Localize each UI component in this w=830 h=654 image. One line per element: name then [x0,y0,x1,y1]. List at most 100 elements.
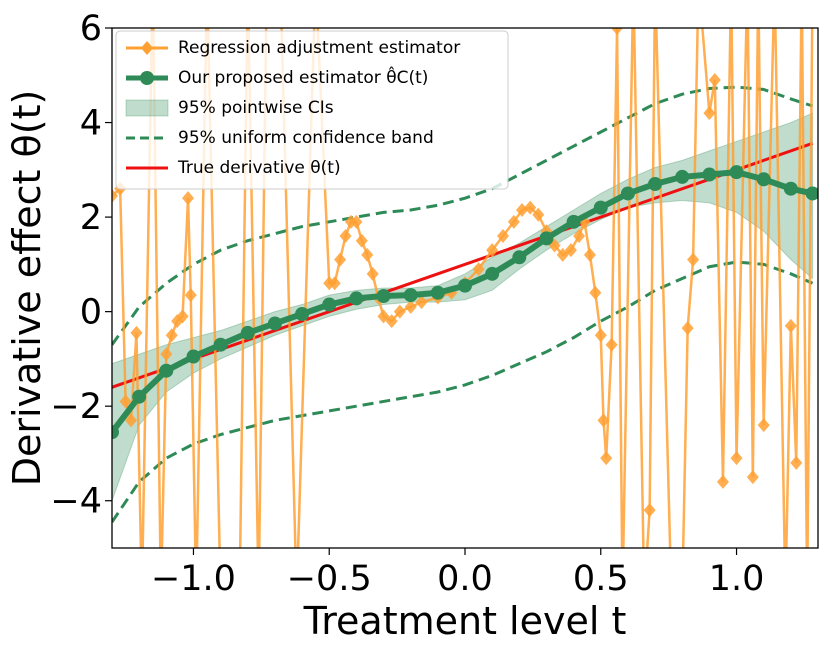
point [566,214,581,229]
point [524,200,537,215]
point [729,165,744,180]
point [349,291,364,306]
x-tick-label: −1.0 [151,559,236,599]
point [328,276,341,291]
point [779,588,791,602]
point [136,588,148,602]
point [556,247,569,262]
point [675,169,690,184]
point [605,337,618,352]
point [687,252,700,267]
legend-label: 95% pointwise CIs [178,98,334,118]
y-tick-label: 4 [80,104,102,144]
y-tick-label: 0 [80,293,102,333]
point [676,588,688,602]
point [322,297,337,312]
point [112,188,118,203]
point [361,247,374,262]
point [165,328,178,343]
point [267,316,282,331]
point [350,214,363,229]
point [339,229,352,243]
point [681,321,694,336]
point [757,418,770,433]
point [355,233,368,248]
point [186,349,201,364]
point [620,186,635,201]
point [703,106,716,121]
x-tick-label: 0.0 [437,559,493,599]
point [295,307,310,321]
y-tick-label: 6 [80,9,102,49]
y-axis-label: Derivative effect θ(t) [5,90,49,487]
point [334,252,347,267]
legend-marker [140,71,154,85]
point [393,304,406,319]
point [159,363,174,378]
y-tick-label: −2 [50,387,102,427]
plot-area [112,28,818,602]
point [125,413,138,428]
y-tick-label: −4 [50,482,102,522]
point [130,325,143,340]
uniform-band-lower [112,260,814,523]
point [366,266,379,281]
point [404,299,417,314]
point [472,262,485,277]
point [385,314,398,329]
point [377,309,390,324]
point [805,186,818,201]
point [403,288,418,303]
point [746,470,759,485]
point [783,181,798,196]
point [573,229,586,243]
point [756,172,771,187]
point [486,243,499,258]
point [458,278,472,293]
point [593,200,608,215]
point [240,325,255,340]
point [730,451,743,466]
point [702,167,717,182]
point [638,588,650,602]
point [430,285,445,300]
legend-marker [141,41,153,55]
legend: Regression adjustment estimator Our propo… [115,30,509,190]
uniform-band-upper [112,85,814,346]
point [564,243,577,258]
x-tick-label: 0.5 [573,559,629,599]
point [611,28,624,35]
point [516,203,529,217]
point [665,588,677,602]
point [112,425,119,440]
point [213,337,228,352]
point [497,229,510,243]
legend-label: Our proposed estimator θ̂C(t) [178,65,428,88]
point [589,285,602,300]
point [119,394,132,409]
point [716,474,729,489]
point [784,318,797,333]
point [539,231,554,246]
legend-label: Regression adjustment estimator [178,38,460,58]
point [532,207,545,222]
legend-box [115,30,509,190]
point [594,328,607,343]
point [600,451,613,466]
y-tick-label: 2 [80,198,102,238]
x-tick-label: 1.0 [709,559,765,599]
point [648,177,663,191]
point [415,295,428,310]
point [597,413,610,428]
legend-label: 95% uniform confidence band [178,128,434,148]
legend-swatch [125,99,169,117]
point [643,503,656,518]
point [507,214,520,229]
x-tick-label: −0.5 [287,559,372,599]
point [583,247,596,262]
point [184,288,197,303]
point [376,289,391,304]
x-axis-label: Treatment level t [303,599,627,643]
point [790,455,803,470]
